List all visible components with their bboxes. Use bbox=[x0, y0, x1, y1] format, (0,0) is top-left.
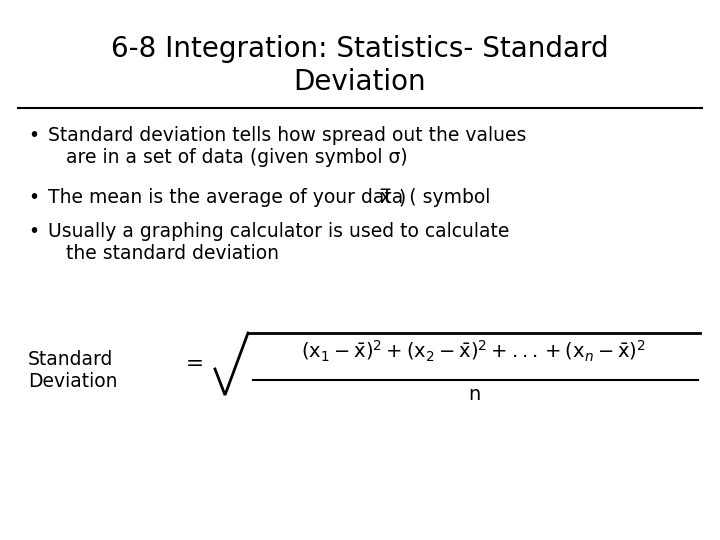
Text: •: • bbox=[28, 222, 39, 241]
Text: Deviation: Deviation bbox=[294, 68, 426, 96]
Text: 6-8 Integration: Statistics- Standard: 6-8 Integration: Statistics- Standard bbox=[111, 35, 609, 63]
Text: Standard: Standard bbox=[28, 350, 113, 369]
Text: Standard deviation tells how spread out the values: Standard deviation tells how spread out … bbox=[48, 126, 526, 145]
Text: the standard deviation: the standard deviation bbox=[66, 244, 279, 263]
Text: are in a set of data (given symbol σ): are in a set of data (given symbol σ) bbox=[66, 148, 408, 167]
Text: x̅: x̅ bbox=[379, 188, 390, 207]
Text: n: n bbox=[468, 385, 480, 404]
Text: The mean is the average of your data ( symbol: The mean is the average of your data ( s… bbox=[48, 188, 496, 207]
Text: ): ) bbox=[393, 188, 407, 207]
Text: Usually a graphing calculator is used to calculate: Usually a graphing calculator is used to… bbox=[48, 222, 509, 241]
Text: •: • bbox=[28, 126, 39, 145]
Text: $(\mathrm{x}_1 - \bar{\mathrm{x}})^2 + (\mathrm{x}_2 - \bar{\mathrm{x}})^2 + ...: $(\mathrm{x}_1 - \bar{\mathrm{x}})^2 + (… bbox=[302, 339, 647, 364]
Text: Deviation: Deviation bbox=[28, 372, 117, 391]
Text: •: • bbox=[28, 188, 39, 207]
Text: =: = bbox=[186, 354, 204, 374]
